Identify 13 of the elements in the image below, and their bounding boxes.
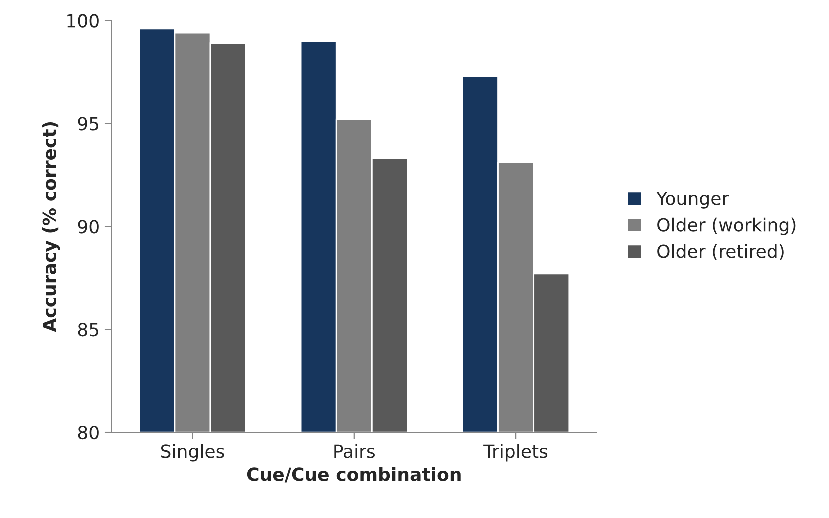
legend-label: Older (retired) <box>658 244 784 260</box>
y-tick-label: 90 <box>78 220 99 234</box>
x-tick-label: Pairs <box>334 444 376 458</box>
legend-label: Older (working) <box>658 218 796 236</box>
y-axis-title: Accuracy (% correct) <box>42 122 60 332</box>
x-axis-title: Cue/Cue combination <box>247 467 461 483</box>
y-tick-label: 95 <box>78 117 99 131</box>
x-tick-label: Singles <box>161 444 224 462</box>
legend-label: Younger <box>656 192 730 209</box>
x-tick-label: Triplets <box>484 444 548 462</box>
y-tick-label: 85 <box>78 323 99 337</box>
y-tick-label: 80 <box>78 426 99 440</box>
y-tick-label: 100 <box>68 14 99 28</box>
